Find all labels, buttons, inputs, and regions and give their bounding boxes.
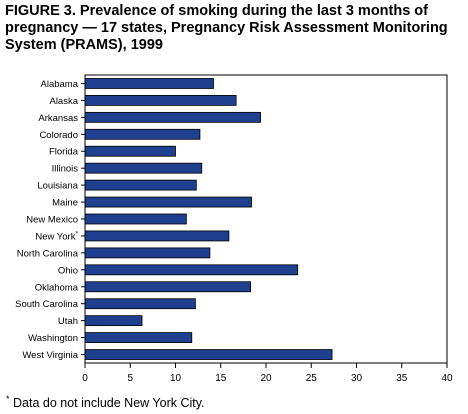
bar-louisiana <box>84 179 197 191</box>
x-tick-label: 5 <box>127 373 133 384</box>
category-label: Arkansas <box>38 113 78 124</box>
category-label: Washington <box>28 333 78 344</box>
bar-new-york <box>84 230 230 242</box>
category-label: Alaska <box>49 96 78 107</box>
x-axis: 0 5 10 15 20 25 30 35 40 <box>82 363 453 384</box>
x-tick-label: 25 <box>306 373 318 384</box>
category-label: South Carolina <box>15 299 79 310</box>
category-label: Oklahoma <box>35 282 79 293</box>
plot-frame <box>84 74 448 364</box>
footnote-marker: * <box>6 394 10 404</box>
bar-west-virginia <box>84 349 333 360</box>
footnote-text: Data do not include New York City. <box>9 396 205 411</box>
category-label: New York* <box>35 230 78 242</box>
bar-illinois <box>84 162 203 174</box>
x-tick-label: 20 <box>260 373 272 384</box>
category-marker: * <box>75 230 78 237</box>
x-tick-label: 15 <box>215 373 227 384</box>
bar-alaska <box>84 95 237 106</box>
category-label: Florida <box>49 147 79 158</box>
bar-colorado <box>84 128 201 140</box>
x-tick-label: 40 <box>441 373 453 384</box>
x-tick-label: 35 <box>396 373 408 384</box>
bar-oklahoma <box>84 281 252 293</box>
x-tick-label: 30 <box>351 373 363 384</box>
bar-south-carolina <box>84 298 196 310</box>
bar-washington <box>84 332 193 343</box>
footnote: * Data do not include New York City. <box>6 394 205 410</box>
bars-group <box>84 78 333 360</box>
category-label: Utah <box>58 316 78 327</box>
bar-arkansas <box>84 111 261 123</box>
bar-florida <box>84 145 176 157</box>
x-tick-label: 0 <box>82 373 88 384</box>
bar-new-mexico <box>84 213 187 225</box>
category-label: Illinois <box>52 164 79 175</box>
bar-ohio <box>84 264 299 276</box>
category-label: Maine <box>52 198 78 209</box>
category-label: Ohio <box>58 265 78 276</box>
category-label: North Carolina <box>17 248 79 259</box>
bar-alabama <box>84 78 214 89</box>
category-label: Colorado <box>39 130 78 141</box>
bar-utah <box>84 315 143 327</box>
bar-north-carolina <box>84 247 211 259</box>
bar-maine <box>84 196 252 208</box>
category-label: Louisiana <box>37 181 78 192</box>
x-tick-label: 10 <box>170 373 182 384</box>
category-labels: Alabama Alaska Arkansas Colorado Florida Illi… <box>15 79 85 361</box>
category-label: West Virginia <box>22 350 78 361</box>
category-label: New Mexico <box>26 215 78 226</box>
category-label: Alabama <box>41 79 79 90</box>
chart-title: FIGURE 3. Prevalence of smoking during t… <box>5 3 448 53</box>
